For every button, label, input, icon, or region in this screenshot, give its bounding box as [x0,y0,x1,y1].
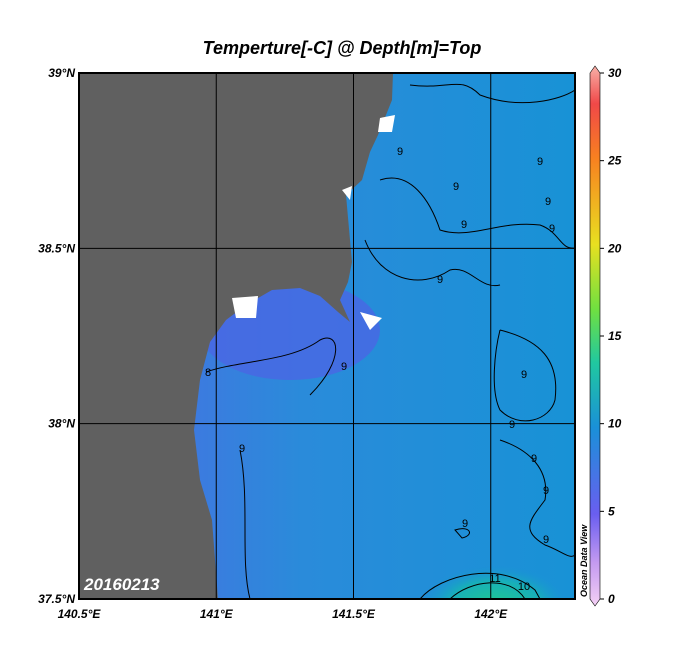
colorbar-tick-label: 15 [608,329,622,343]
colorbar-tick-label: 0 [608,592,615,606]
contour-label: 9 [461,219,467,231]
contour-label: 9 [462,518,468,530]
x-tick-label: 140.5°E [58,607,102,621]
contour-label: 9 [239,443,245,455]
contour-label: 8 [205,367,211,379]
y-tick-label: 38.5°N [38,241,75,255]
contour-label: 9 [397,146,403,158]
map-title: Temperture[-C] @ Depth[m]=Top [203,38,482,58]
contour-labels: 8 9 9 9 9 9 9 9 9 9 9 9 9 9 9 9 10 11 [205,146,555,593]
contour-label: 9 [509,419,515,431]
contour-label: 10 [518,581,530,593]
contour-label: 9 [437,274,443,286]
contours [205,83,575,599]
colorbar-tick-label: 10 [608,417,622,431]
y-tick-label: 38°N [48,417,75,431]
x-tick-label: 141°E [200,607,234,621]
contour-label: 9 [545,196,551,208]
warm-water [420,565,570,599]
y-tick-label: 39°N [48,66,75,80]
contour-label: 9 [341,361,347,373]
land [79,73,393,599]
y-tick-label: 37.5°N [38,592,75,606]
contour-label: 9 [543,485,549,497]
contour-label: 9 [543,534,549,546]
contour-label: 11 [489,573,500,585]
contour-label: 9 [521,369,527,381]
colorbar-tick-label: 25 [607,154,622,168]
map-area: 8 9 9 9 9 9 9 9 9 9 9 9 9 9 9 9 10 11 [79,73,575,599]
colorbar: 0 5 10 15 20 25 30 [589,65,622,607]
colorbar-scale [589,65,601,607]
colorbar-tick-label: 5 [608,504,615,518]
contour-label: 9 [453,181,459,193]
colorbar-tick-label: 30 [608,66,622,80]
date-label: 20160213 [83,575,160,594]
map-frame [78,72,576,600]
x-tick-label: 141.5°E [332,607,376,621]
x-tick-label: 142°E [474,607,508,621]
contour-label: 9 [537,156,543,168]
no-data [232,115,395,330]
contour-label: 9 [549,223,555,235]
colorbar-tick-label: 20 [607,241,622,255]
watermark: Ocean Data View [579,524,589,597]
contour-label: 9 [531,453,537,465]
